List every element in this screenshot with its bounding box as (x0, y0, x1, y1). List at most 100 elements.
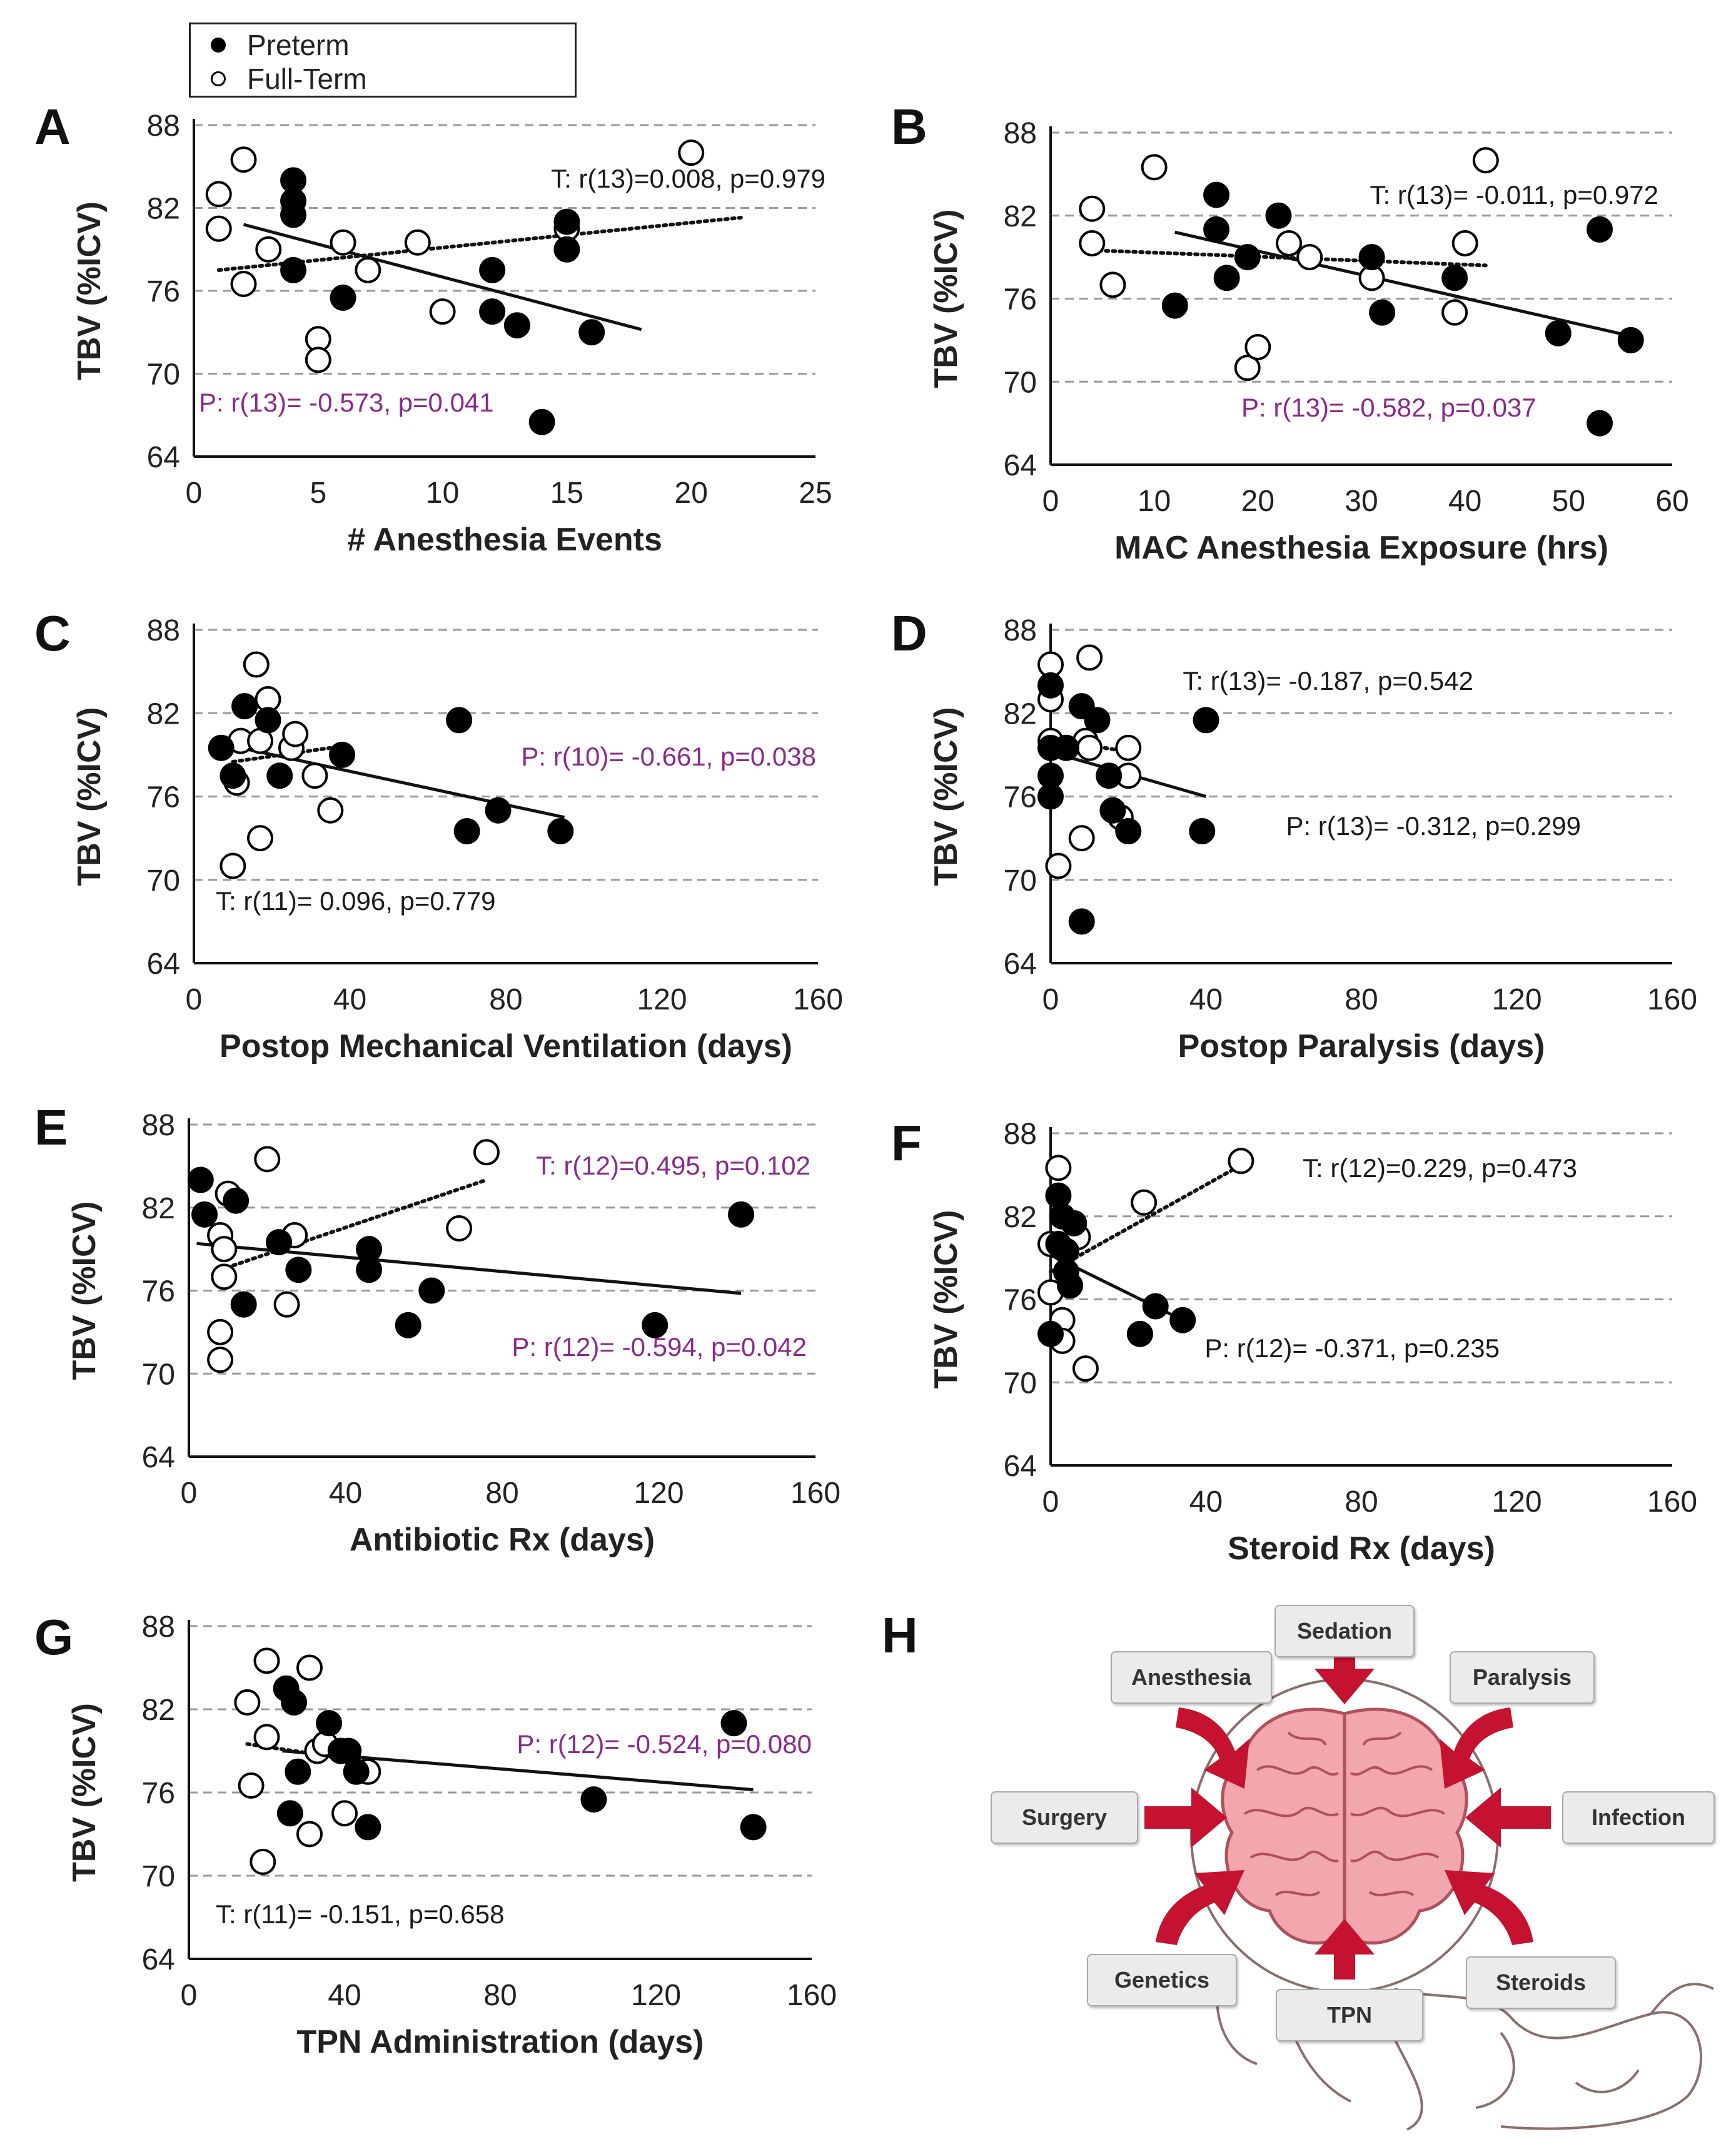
y-tick-label-a-2: 76 (147, 275, 180, 308)
x-tick-label-f-1: 40 (1189, 1485, 1223, 1519)
point-e-fullterm-0 (207, 1318, 234, 1345)
point-d-preterm-7 (1084, 707, 1111, 734)
y-axis-label-c: TBV (%ICV) (71, 707, 108, 886)
y-tick-label-d-1: 70 (1004, 864, 1037, 898)
y-tick-label-e-1: 70 (142, 1358, 175, 1391)
point-b-preterm-3 (1213, 265, 1240, 291)
annotation-a-1: P: r(13)= -0.573, p=0.041 (199, 388, 494, 417)
label-surgery: Surgery (991, 1791, 1138, 1844)
x-tick-label-f-3: 120 (1491, 1485, 1542, 1519)
arrow-tpn (1315, 1919, 1375, 1980)
chart-panel-a: 64 70 76 82 88 0 5 10 15 20 25 # Anesthesia Events T… (34, 99, 832, 558)
y-tick-label-a-3: 82 (147, 193, 180, 226)
x-tick-label-f-0: 0 (1042, 1485, 1059, 1519)
point-d-preterm-3 (1037, 783, 1064, 810)
y-tick-label-c-2: 76 (147, 781, 180, 814)
y-tick-label-g-3: 82 (142, 1694, 175, 1727)
point-e-fullterm-3 (211, 1236, 238, 1263)
point-e-fullterm-1 (207, 1347, 234, 1373)
y-tick-label-g-2: 76 (142, 1777, 175, 1810)
y-tick-label-e-0: 64 (142, 1441, 175, 1474)
annotation-c-0: P: r(10)= -0.661, p=0.038 (521, 742, 816, 771)
point-b-fullterm-11 (1472, 147, 1499, 174)
x-tick-label-e-0: 0 (181, 1477, 198, 1510)
point-e-preterm-10 (642, 1312, 669, 1338)
point-f-preterm-8 (1126, 1320, 1153, 1347)
y-tick-label-b-2: 76 (1004, 283, 1037, 316)
point-b-fullterm-10 (1451, 230, 1478, 256)
point-b-preterm-0 (1161, 292, 1188, 319)
point-c-preterm-6 (446, 707, 473, 734)
x-tick-label-c-3: 120 (637, 983, 687, 1016)
point-d-preterm-10 (1115, 818, 1142, 845)
y-tick-label-g-4: 88 (142, 1611, 175, 1644)
x-tick-label-a-4: 20 (675, 477, 708, 510)
x-tick-label-d-4: 160 (1647, 983, 1697, 1016)
point-c-preterm-1 (220, 762, 246, 789)
point-d-preterm-12 (1193, 707, 1219, 734)
y-tick-label-e-2: 76 (142, 1275, 175, 1308)
y-tick-label-b-3: 82 (1004, 200, 1037, 233)
point-b-fullterm-4 (1234, 355, 1261, 382)
point-b-preterm-9 (1545, 320, 1572, 346)
point-d-fullterm-3 (1045, 852, 1072, 879)
point-b-preterm-6 (1358, 244, 1385, 271)
x-tick-label-c-4: 160 (793, 983, 843, 1016)
point-b-preterm-5 (1265, 202, 1292, 229)
annotation-d-0: T: r(13)= -0.187, p=0.542 (1183, 666, 1473, 695)
point-c-preterm-8 (485, 797, 512, 824)
y-axis-label-e: TBV (%ICV) (66, 1201, 103, 1380)
x-axis-label-e: Antibiotic Rx (days) (350, 1522, 655, 1558)
fit-line-f-fullterm (1049, 1163, 1243, 1274)
point-a-fullterm-6 (305, 346, 331, 373)
y-tick-label-c-3: 82 (147, 697, 180, 731)
x-tick-label-c-0: 0 (186, 983, 203, 1016)
point-c-fullterm-4 (247, 825, 274, 852)
x-tick-label-f-2: 80 (1345, 1485, 1378, 1519)
x-tick-label-b-3: 30 (1345, 485, 1378, 518)
y-axis-label-a: TBV (%ICV) (71, 201, 108, 380)
point-b-preterm-11 (1587, 410, 1613, 437)
x-tick-label-d-1: 40 (1189, 983, 1223, 1016)
point-e-fullterm-4 (211, 1263, 238, 1290)
point-f-preterm-10 (1169, 1307, 1196, 1333)
y-tick-label-a-0: 64 (147, 441, 180, 474)
legend-label-fullterm: Full-Term (247, 63, 367, 95)
point-e-preterm-3 (230, 1291, 257, 1318)
x-tick-label-f-4: 160 (1647, 1485, 1697, 1519)
point-g-fullterm-5 (296, 1654, 323, 1681)
point-a-fullterm-3 (230, 270, 257, 297)
point-f-fullterm-2 (1045, 1155, 1072, 1181)
point-e-preterm-0 (187, 1166, 214, 1193)
point-g-preterm-2 (285, 1758, 311, 1785)
y-tick-label-c-4: 88 (147, 614, 180, 647)
point-b-preterm-10 (1587, 216, 1613, 243)
point-e-preterm-7 (356, 1257, 383, 1283)
point-e-fullterm-9 (446, 1215, 473, 1241)
brain-icon (1221, 1707, 1468, 1945)
x-tick-label-g-0: 0 (181, 1979, 198, 2012)
point-a-fullterm-7 (330, 229, 356, 256)
annotation-f-0: T: r(12)=0.229, p=0.473 (1303, 1153, 1577, 1183)
y-tick-label-b-1: 70 (1004, 366, 1037, 399)
point-f-preterm-7 (1061, 1210, 1088, 1236)
point-f-fullterm-5 (1072, 1355, 1099, 1382)
point-a-preterm-8 (528, 408, 555, 435)
y-tick-label-c-1: 70 (147, 864, 180, 898)
point-d-fullterm-6 (1076, 644, 1103, 671)
annotation-e-1: P: r(12)= -0.594, p=0.042 (512, 1332, 807, 1362)
point-a-preterm-7 (503, 312, 530, 339)
point-c-fullterm-10 (317, 797, 344, 824)
x-tick-label-g-3: 120 (631, 1979, 681, 2012)
point-g-fullterm-1 (238, 1772, 265, 1799)
point-g-preterm-3 (276, 1800, 303, 1827)
y-tick-label-a-4: 88 (147, 109, 180, 143)
chart-panel-b: 64 70 76 82 88 0 10 20 30 40 50 60 MAC Anesthesia Ex… (891, 99, 1689, 566)
point-g-preterm-7 (343, 1758, 370, 1785)
point-a-fullterm-10 (429, 298, 456, 325)
y-tick-label-f-4: 88 (1004, 1118, 1037, 1151)
y-axis-label-g: TBV (%ICV) (66, 1703, 103, 1882)
y-axis-label-d: TBV (%ICV) (928, 707, 964, 886)
fit-line-b-fullterm (1090, 248, 1488, 268)
point-a-preterm-9 (553, 208, 580, 235)
